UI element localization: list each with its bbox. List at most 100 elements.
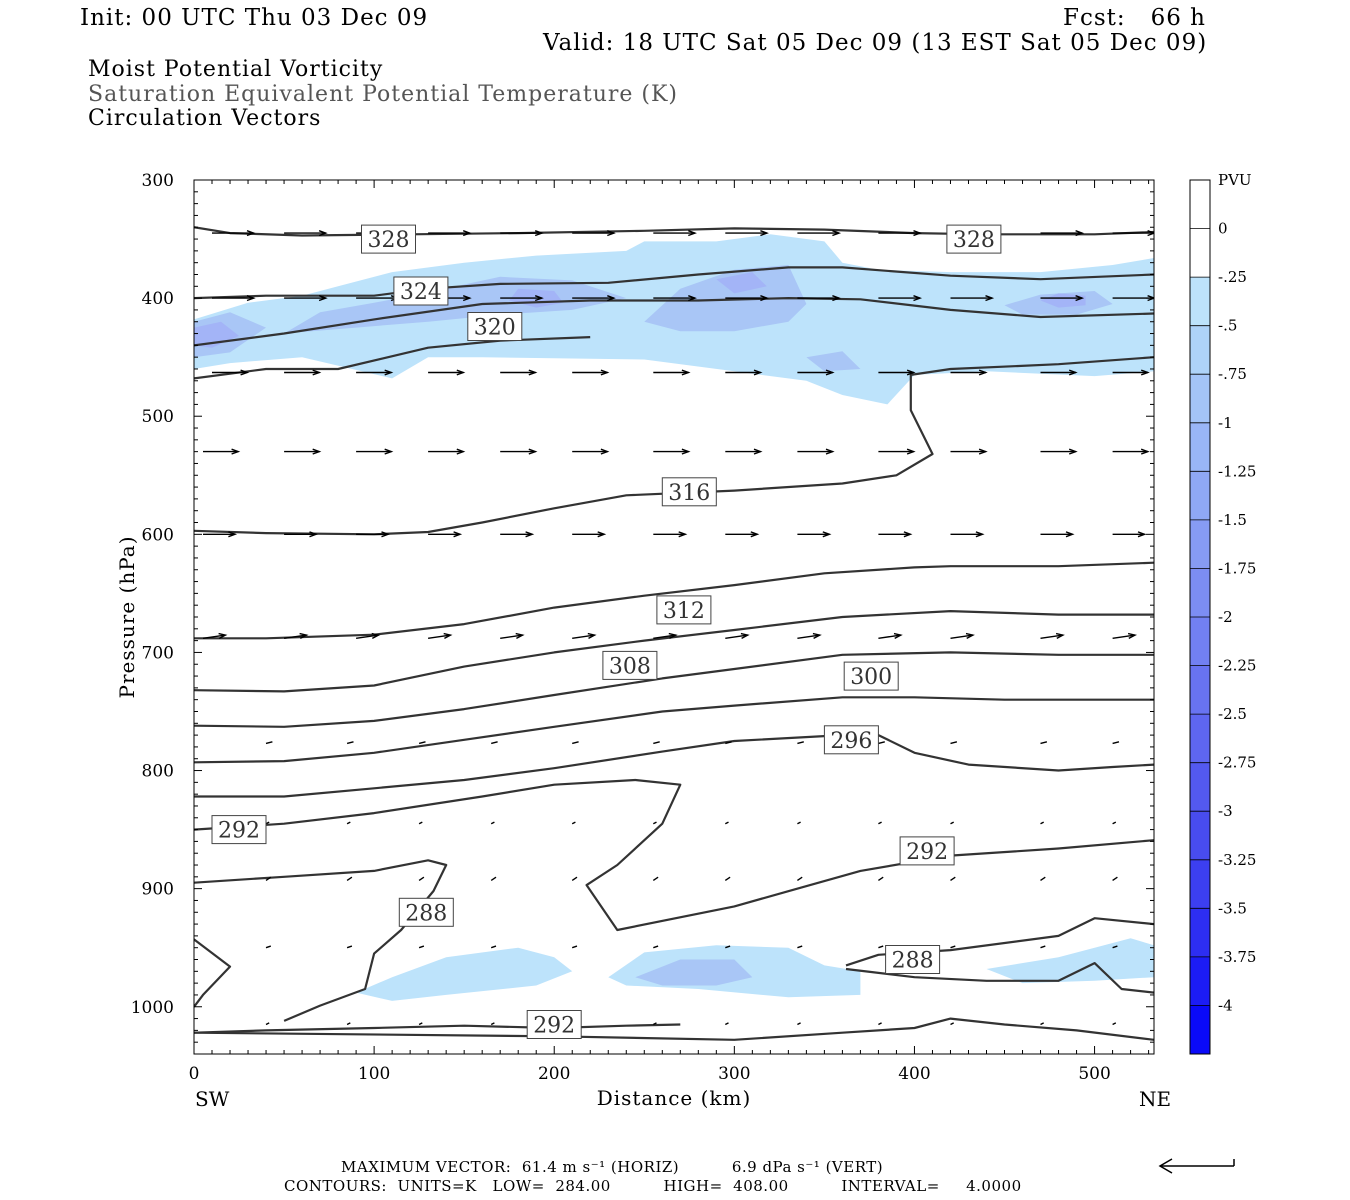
circulation-vector xyxy=(571,821,576,825)
init-time: Init: 00 UTC Thu 03 Dec 09 xyxy=(80,5,429,31)
circulation-vector xyxy=(653,531,688,538)
circulation-vector xyxy=(1112,531,1147,538)
circulation-vector xyxy=(653,448,691,455)
circulation-vector xyxy=(797,230,842,237)
circulation-vector xyxy=(1112,448,1150,455)
pv-shaded-region xyxy=(986,938,1154,984)
circulation-vector xyxy=(1040,448,1078,455)
circulation-vector xyxy=(797,945,803,949)
circulation-vector xyxy=(1040,230,1085,237)
x-end-right-label: NE xyxy=(1139,1087,1171,1111)
circulation-vector xyxy=(878,821,882,825)
circulation-vector xyxy=(1112,230,1154,237)
circulation-vector xyxy=(1040,876,1046,881)
circulation-vector xyxy=(1040,821,1045,825)
colorbar-label: -2.75 xyxy=(1218,754,1256,772)
theta-es-contour-308 xyxy=(194,610,1154,693)
circulation-vector xyxy=(1112,741,1120,745)
circulation-vector xyxy=(346,741,354,745)
circulation-vector xyxy=(1040,531,1075,538)
y-tick-label: 900 xyxy=(142,880,174,900)
contour-label-text: 328 xyxy=(953,228,995,253)
colorbar-label: -2 xyxy=(1218,608,1233,626)
theta-es-contour-292 xyxy=(194,1023,681,1034)
theta-es-contour-288 xyxy=(845,917,1154,967)
circulation-vector xyxy=(878,741,885,745)
colorbar-segment xyxy=(1190,714,1210,764)
field-title-thetaes: Saturation Equivalent Potential Temperat… xyxy=(88,82,678,107)
contour-label-text: 292 xyxy=(533,1014,575,1039)
theta-es-contour-320 xyxy=(194,297,1154,347)
circulation-vector xyxy=(265,741,273,745)
contour-label: 308 xyxy=(602,650,658,680)
circulation-vector xyxy=(653,230,697,237)
x-tick-label: 300 xyxy=(718,1064,750,1084)
circulation-vector xyxy=(950,448,988,455)
circulation-vector xyxy=(346,821,351,825)
contour-info: CONTOURS: UNITS=K LOW= 284.00 HIGH= 408.… xyxy=(284,1177,1022,1195)
colorbar-segment xyxy=(1190,617,1210,667)
circulation-vector xyxy=(653,369,691,376)
circulation-vector xyxy=(346,876,353,881)
field-title-vectors: Circulation Vectors xyxy=(88,106,322,131)
x-tick-label: 0 xyxy=(189,1064,200,1084)
theta-es-contour-292 xyxy=(194,778,1154,932)
colorbar-title: PVU xyxy=(1218,171,1252,189)
circulation-vector xyxy=(202,632,228,640)
circulation-vector xyxy=(428,369,466,376)
x-end-left-label: SW xyxy=(195,1087,230,1111)
circulation-vector xyxy=(725,632,750,640)
field-title-mpv: Moist Potential Vorticity xyxy=(88,57,384,82)
theta-es-contour-328 xyxy=(194,226,1154,237)
contour-label-text: 288 xyxy=(892,949,934,974)
contour-label: 300 xyxy=(843,661,899,691)
colorbar-segment xyxy=(1190,519,1210,569)
circulation-vector xyxy=(572,448,610,455)
circulation-vector xyxy=(950,632,975,640)
contour-label: 288 xyxy=(885,945,941,974)
circulation-vector xyxy=(652,821,657,825)
circulation-vector xyxy=(1112,1022,1117,1026)
circulation-vector xyxy=(1112,945,1118,949)
circulation-vector xyxy=(284,230,328,237)
circulation-vector xyxy=(878,945,884,949)
circulation-vector xyxy=(725,448,763,455)
circulation-vector xyxy=(878,1022,882,1026)
circulation-vector xyxy=(265,945,272,949)
circulation-vector xyxy=(500,295,544,302)
contour-label: 312 xyxy=(656,595,712,625)
pv-shaded-region xyxy=(635,959,753,986)
circulation-vector xyxy=(1112,821,1117,825)
circulation-vector xyxy=(572,741,579,745)
circulation-vector xyxy=(284,295,328,302)
circulation-vector xyxy=(653,741,660,745)
circulation-vector xyxy=(490,821,495,825)
contour-label: 292 xyxy=(899,836,955,866)
x-tick-label: 100 xyxy=(358,1064,390,1084)
colorbar-segment xyxy=(1190,325,1210,375)
colorbar-segment xyxy=(1190,811,1210,861)
colorbar-segment xyxy=(1190,471,1210,521)
circulation-vector xyxy=(1040,945,1046,949)
y-tick-label: 1000 xyxy=(131,998,174,1018)
colorbar-segment xyxy=(1190,908,1210,958)
colorbar-segment xyxy=(1190,1005,1210,1055)
circulation-vector xyxy=(950,876,956,881)
circulation-vector xyxy=(490,1022,495,1026)
circulation-vector xyxy=(418,821,423,825)
circulation-vector xyxy=(346,945,353,949)
circulation-vector xyxy=(356,531,391,538)
circulation-vector xyxy=(284,531,319,538)
colorbar-segment xyxy=(1190,180,1210,230)
colorbar-label: -3.25 xyxy=(1218,851,1256,869)
circulation-vector xyxy=(284,632,309,640)
circulation-vector xyxy=(878,448,916,455)
colorbar-label: -4 xyxy=(1218,996,1233,1014)
circulation-vector xyxy=(418,1022,423,1026)
colorbar-label: -3.5 xyxy=(1218,899,1247,917)
contour-label: 320 xyxy=(467,312,523,341)
circulation-vector xyxy=(572,369,610,376)
circulation-vector xyxy=(653,945,659,949)
circulation-vector xyxy=(428,632,453,640)
